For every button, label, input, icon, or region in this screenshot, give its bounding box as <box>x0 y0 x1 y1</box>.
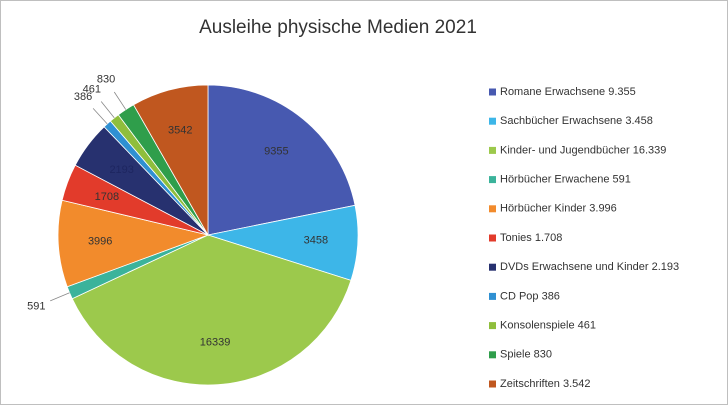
pie-slice <box>57 199 210 288</box>
legend-label: Konsolenspiele 461 <box>500 320 596 332</box>
data-label: 9355 <box>264 145 288 157</box>
data-label: 3542 <box>168 125 192 137</box>
data-label: 461 <box>83 84 101 96</box>
legend-swatch <box>489 351 496 359</box>
legend-label: Sachbücher Erwachsene 3.458 <box>500 115 653 127</box>
legend-label: Spiele 830 <box>500 349 552 361</box>
legend-swatch <box>489 176 496 184</box>
chart-title: Ausleihe physische Medien 2021 <box>199 17 477 38</box>
legend-swatch <box>489 380 496 388</box>
legend-swatch <box>489 88 496 96</box>
pie-slice <box>207 84 356 236</box>
legend-swatch <box>489 292 496 300</box>
data-label: 386 <box>74 91 92 103</box>
legend-swatch <box>489 205 496 213</box>
legend-swatch <box>489 322 496 330</box>
leader-line <box>50 292 70 302</box>
data-label: 3458 <box>304 235 328 247</box>
leader-line <box>113 91 127 110</box>
data-label: 2193 <box>109 164 133 176</box>
leader-line <box>100 101 115 119</box>
data-label: 830 <box>97 73 115 85</box>
legend-label: Tonies 1.708 <box>500 232 562 244</box>
pie-slice <box>133 84 209 237</box>
legend-label: Hörbücher Kinder 3.996 <box>500 203 617 215</box>
leader-line <box>92 108 108 125</box>
legend-label: Kinder- und Jugendbücher 16.339 <box>500 144 666 156</box>
data-label: 591 <box>27 301 45 313</box>
legend-swatch <box>489 117 496 125</box>
legend-label: CD Pop 386 <box>500 290 560 302</box>
data-label: 16339 <box>200 337 231 349</box>
legend-swatch <box>489 146 496 154</box>
legend-swatch <box>489 263 496 271</box>
data-label: 1708 <box>95 191 119 203</box>
data-label: 3996 <box>88 235 112 247</box>
legend-label: Zeitschriften 3.542 <box>500 378 591 390</box>
legend-swatch <box>489 234 496 242</box>
pie-slice <box>71 234 352 386</box>
legend-label: Hörbücher Erwachene 591 <box>500 174 631 186</box>
legend-label: DVDs Erwachsene und Kinder 2.193 <box>500 261 679 273</box>
legend-label: Romane Erwachsene 9.355 <box>500 86 636 98</box>
